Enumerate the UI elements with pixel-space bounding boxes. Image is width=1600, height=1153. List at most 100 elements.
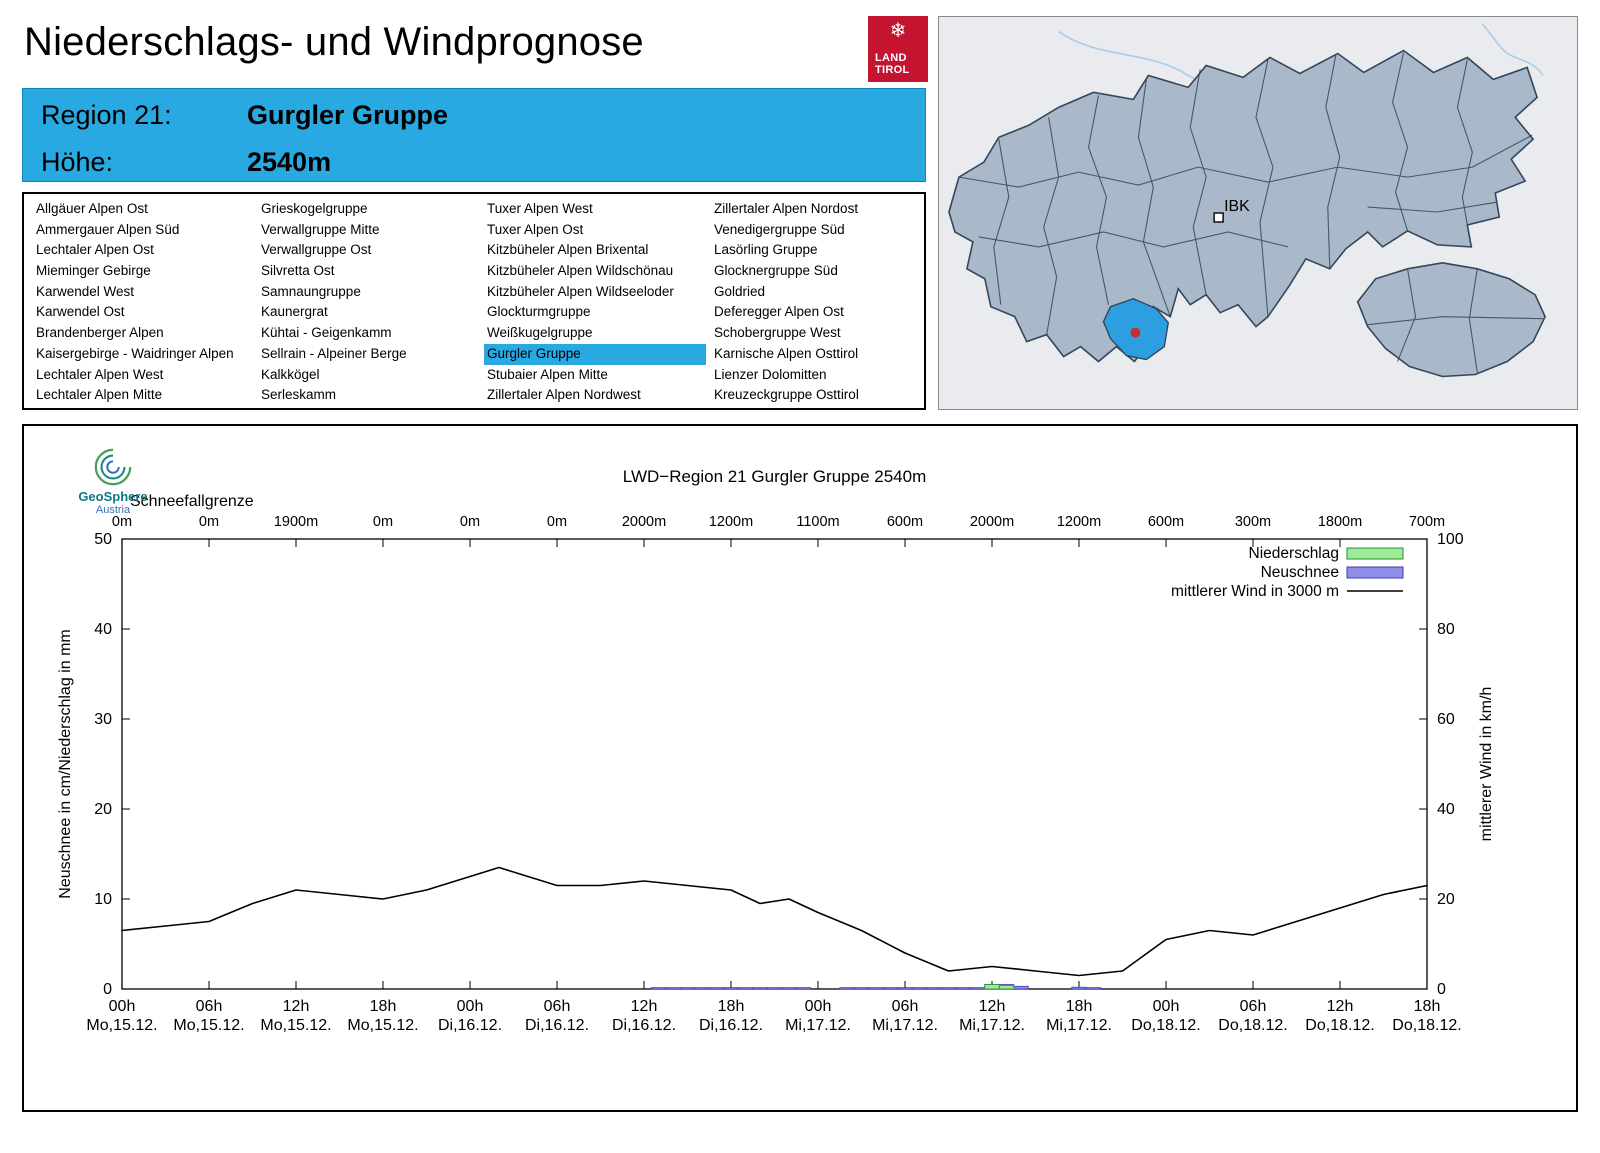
region-value: Gurgler Gruppe [247, 100, 449, 130]
page-title: Niederschlags- und Windprognose [24, 20, 644, 64]
snowline-value: 1200m [1057, 514, 1101, 530]
snowline-value: 0m [199, 514, 219, 530]
region-list-item[interactable]: Karnische Alpen Osttirol [714, 345, 859, 361]
snowline-value: 1800m [1318, 514, 1362, 530]
ibk-label: IBK [1224, 198, 1250, 215]
region-list-item[interactable]: Samnaungruppe [261, 283, 361, 299]
x-tick-date: Do,18.12. [1305, 1017, 1374, 1034]
land-tirol-logo: ❄ LAND TIROL [868, 16, 928, 82]
region-list-item[interactable]: Silvretta Ost [261, 263, 335, 279]
neuschnee-bar [694, 987, 710, 990]
ibk-marker-icon [1213, 212, 1224, 223]
neuschnee-bar [955, 987, 971, 990]
y-tick-right-label: 60 [1437, 711, 1455, 728]
region-list-item[interactable]: Brandenberger Alpen [36, 325, 164, 341]
region-list-item[interactable]: Venedigergruppe Süd [714, 221, 845, 237]
forecast-chart: LWD−Region 21 Gurgler Gruppe 2540m Schnee… [57, 467, 1495, 1034]
region-list-item[interactable]: Karwendel Ost [36, 304, 125, 320]
region-list-item[interactable]: Kitzbüheler Alpen Wildseeloder [487, 283, 674, 299]
neuschnee-bar [882, 987, 899, 990]
region-row: Region 21: Gurgler Gruppe [23, 96, 925, 136]
map-region-borders-east [1367, 268, 1544, 373]
region-list-item[interactable]: Kühtai - Geigenkamm [261, 325, 392, 341]
x-tick-date: Mo,15.12. [86, 1017, 157, 1034]
region-list-item[interactable]: Deferegger Alpen Ost [714, 304, 844, 320]
region-list-item[interactable]: Lasörling Gruppe [714, 242, 818, 258]
y-tick-right-label: 80 [1437, 621, 1455, 638]
map-region-borders [958, 52, 1533, 335]
legend-swatch [1346, 566, 1404, 579]
region-list-item[interactable]: Weißkugelgruppe [487, 325, 593, 341]
region-list-item[interactable]: Tuxer Alpen Ost [487, 221, 584, 237]
forecast-chart-panel: GeoSphere Austria LWD−Region 21 Gurgler … [22, 424, 1578, 1112]
neuschnee-bar [766, 987, 783, 990]
region-list-item[interactable]: Verwallgruppe Ost [261, 242, 372, 258]
niederschlag-bar [984, 984, 1000, 990]
x-tick-date: Mi,17.12. [959, 1017, 1025, 1034]
region-list-item[interactable]: Lechtaler Alpen West [36, 366, 164, 382]
region-list-item[interactable]: Verwallgruppe Mitte [261, 221, 380, 237]
region-list-item[interactable]: Glockturmgruppe [487, 304, 591, 320]
plot-frame [121, 538, 1428, 990]
region-list-item[interactable]: Sellrain - Alpeiner Berge [261, 345, 407, 361]
region-list-item[interactable]: Kalkkögel [261, 366, 320, 382]
map-region-east-tirol[interactable] [1356, 262, 1546, 378]
altitude-row: Höhe: 2540m [23, 143, 925, 183]
region-list-item[interactable]: Stubaier Alpen Mitte [487, 366, 608, 382]
x-tick-time: 00h [1153, 998, 1180, 1015]
x-tick-date: Mo,15.12. [347, 1017, 418, 1034]
region-list-item[interactable]: Lechtaler Alpen Ost [36, 242, 154, 258]
region-list-item[interactable]: Zillertaler Alpen Nordost [714, 201, 859, 216]
neuschnee-bar [868, 987, 884, 990]
x-tick-time: 18h [1066, 998, 1093, 1015]
wind-line [121, 866, 1428, 977]
x-tick-date: Do,18.12. [1218, 1017, 1287, 1034]
snowline-value: 2000m [970, 514, 1014, 530]
region-list-item[interactable]: Grieskogelgruppe [261, 201, 368, 216]
snowline-value: 1900m [274, 514, 318, 530]
x-tick-time: 00h [109, 998, 136, 1015]
geosphere-name: GeoSphere [78, 489, 148, 504]
tirol-map-svg: IBK [948, 23, 1546, 378]
geosphere-sub: Austria [95, 504, 131, 516]
x-tick-time: 12h [1327, 998, 1354, 1015]
region-list-item[interactable]: Kitzbüheler Alpen Brixental [487, 242, 649, 258]
station-dot [1130, 327, 1141, 338]
region-list-item[interactable]: Karwendel West [36, 283, 135, 299]
region-list: Allgäuer Alpen Ost Ammergauer Alpen Süd Le… [22, 192, 926, 410]
region-list-item[interactable]: Allgäuer Alpen Ost [36, 201, 148, 216]
logo-line-land: LAND [875, 52, 907, 64]
region-list-item[interactable]: Gurgler Gruppe [484, 343, 706, 365]
region-list-item[interactable]: Schobergruppe West [714, 325, 841, 341]
region-list-item[interactable]: Tuxer Alpen West [487, 201, 593, 216]
top-axis-title: Schneefallgrenze [130, 493, 254, 510]
region-list-item[interactable]: Serleskamm [261, 387, 337, 403]
region-column: Zillertaler Alpen Nordost Venedigergruppe… [711, 199, 933, 406]
snowline-value: 600m [887, 514, 923, 530]
region-list-item[interactable]: Kaunergrat [261, 304, 328, 320]
x-tick-date: Di,16.12. [438, 1017, 502, 1034]
y-tick-left-label: 20 [94, 801, 112, 818]
neuschnee-bar [723, 987, 739, 990]
neuschnee-bar [1085, 987, 1102, 990]
region-list-item[interactable]: Ammergauer Alpen Süd [36, 221, 180, 237]
region-list-item[interactable]: Kitzbüheler Alpen Wildschönau [487, 263, 674, 279]
y-axis-label-left: Neuschnee in cm/Niederschlag in mm [57, 629, 74, 898]
map-region-north-tirol[interactable] [948, 49, 1539, 363]
x-tick-time: 12h [979, 998, 1006, 1015]
legend-label: mittlerer Wind in 3000 m [1171, 583, 1339, 600]
region-list-item[interactable]: Lechtaler Alpen Mitte [36, 387, 163, 403]
y-tick-left-label: 0 [103, 981, 112, 998]
region-list-item[interactable]: Zillertaler Alpen Nordwest [487, 387, 641, 403]
region-list-item[interactable]: Glocknergruppe Süd [714, 263, 838, 279]
region-list-item[interactable]: Lienzer Dolomitten [714, 366, 827, 382]
region-list-item[interactable]: Mieminger Gebirge [36, 263, 151, 279]
x-tick-time: 06h [544, 998, 571, 1015]
logo-line-tirol: TIROL [875, 64, 910, 76]
region-list-item[interactable]: Kaisergebirge - Waidringer Alpen [36, 345, 234, 361]
region-column: Allgäuer Alpen Ost Ammergauer Alpen Süd Le… [33, 199, 255, 406]
region-list-item[interactable]: Kreuzeckgruppe Osttirol [714, 387, 859, 403]
neuschnee-bar [897, 987, 913, 990]
y-tick-right-label: 100 [1437, 531, 1464, 548]
region-list-item[interactable]: Goldried [714, 283, 766, 299]
